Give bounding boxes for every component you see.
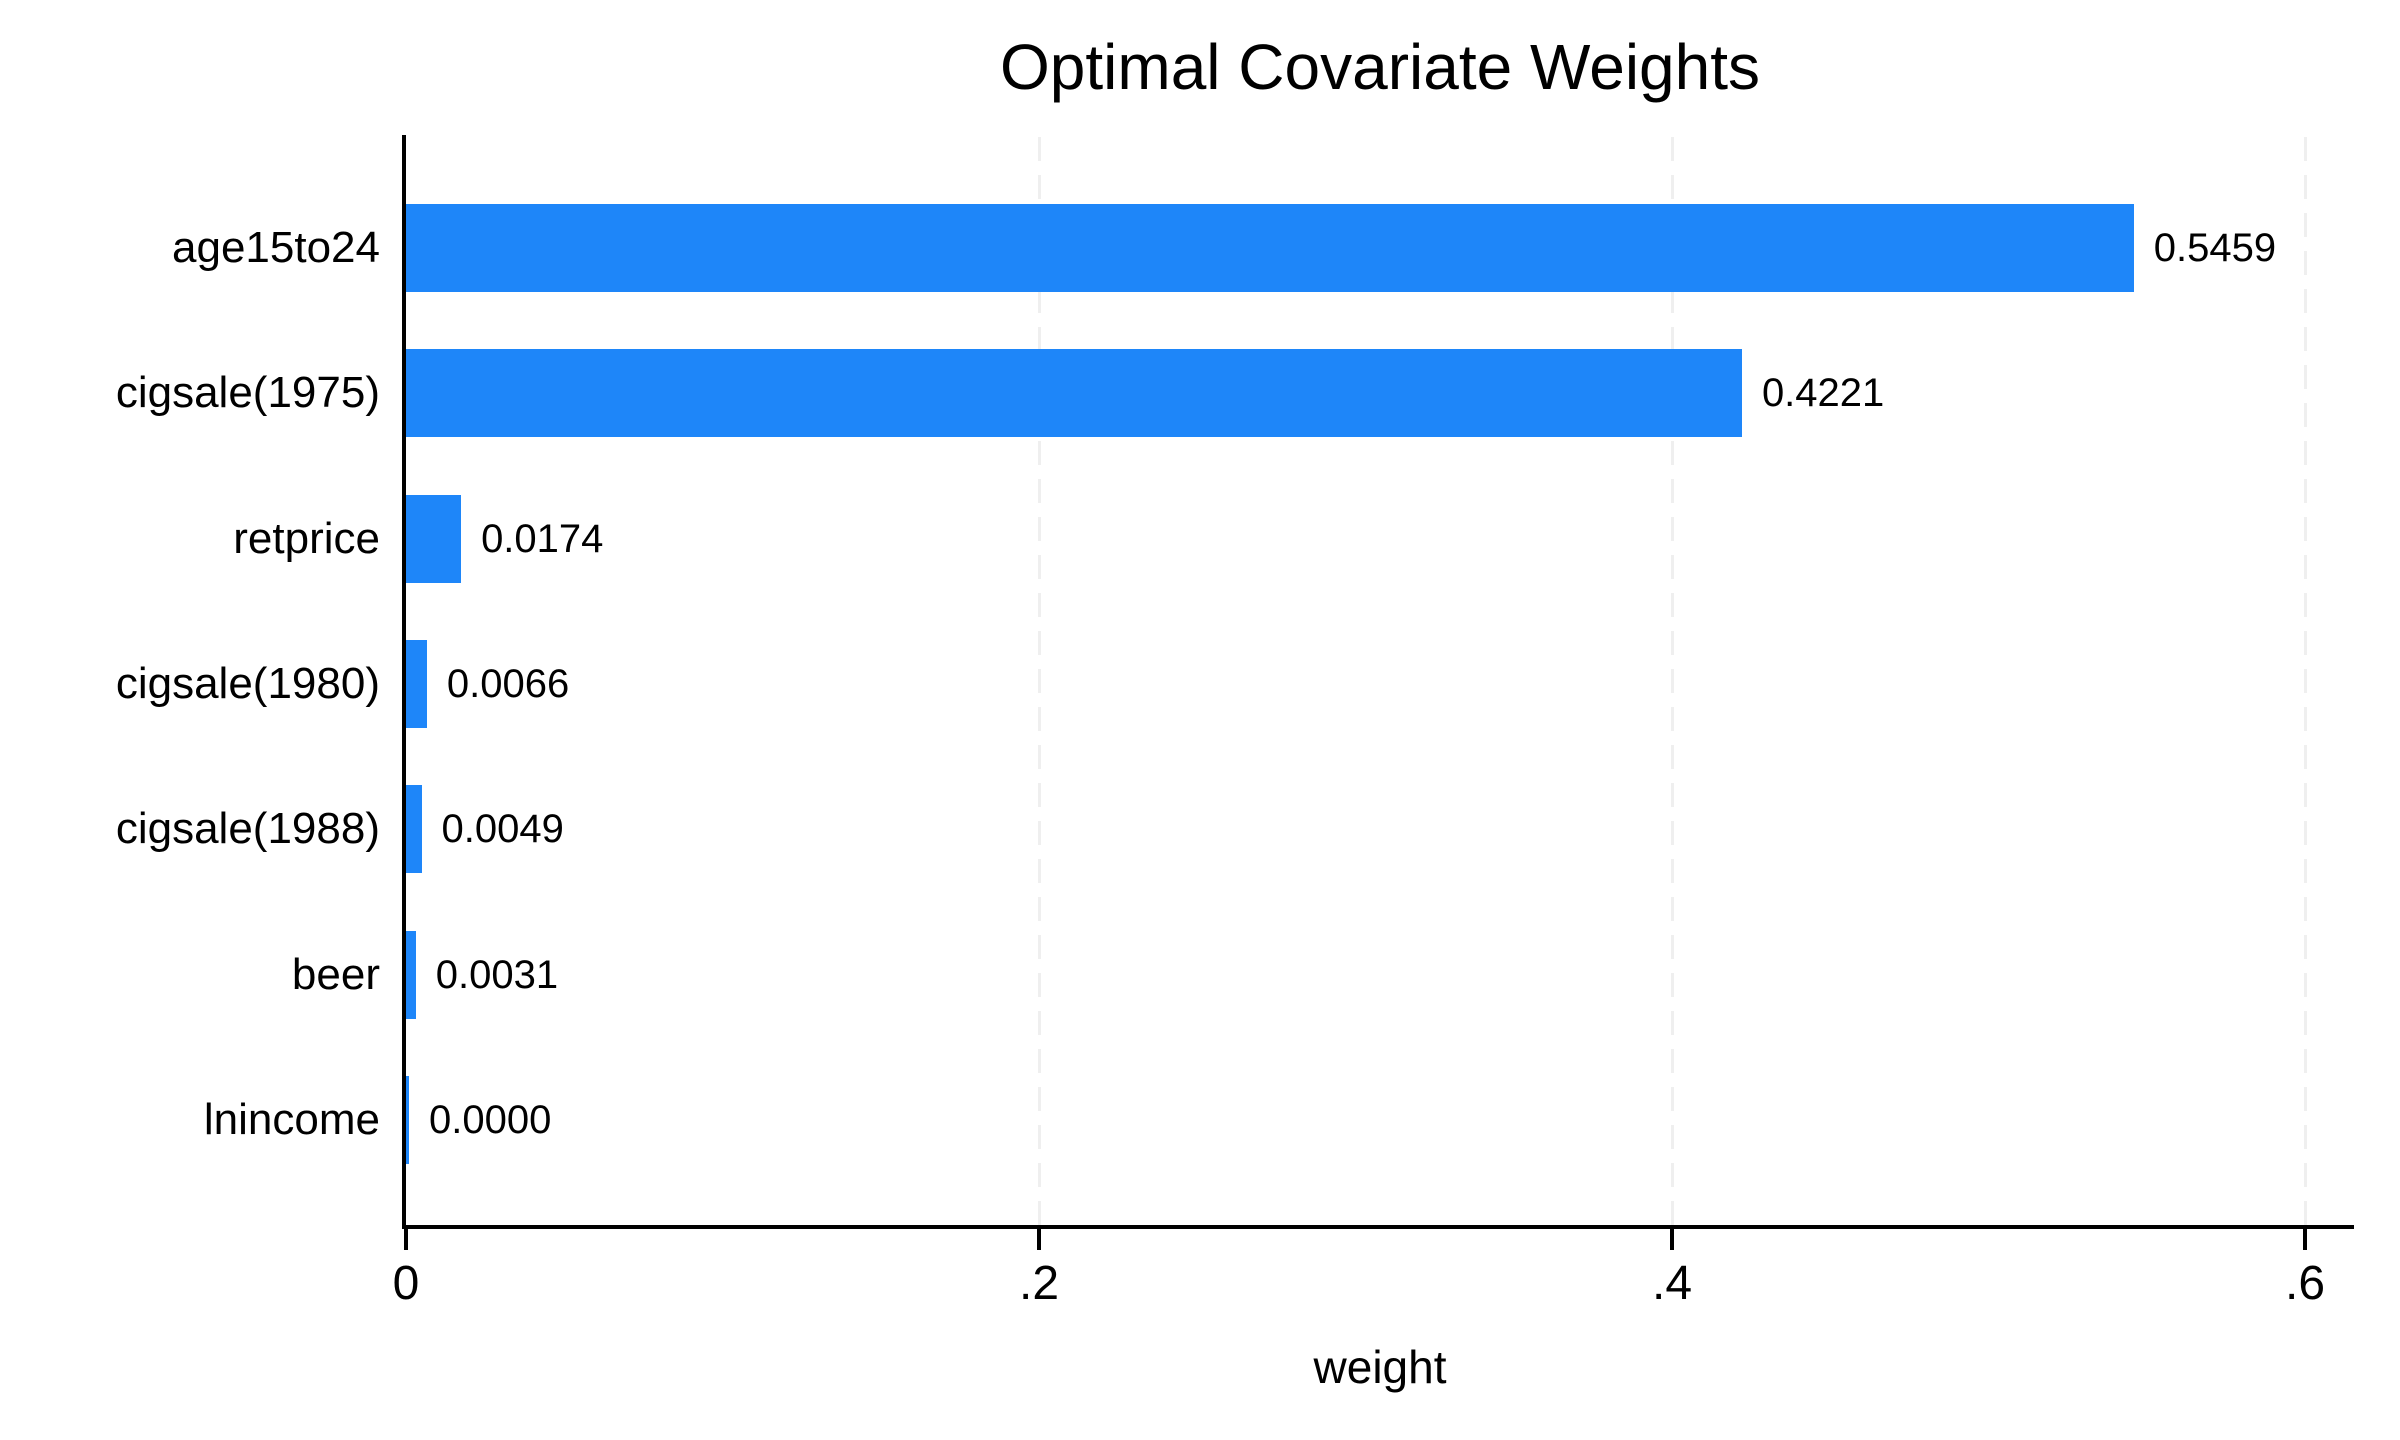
x-tick-mark: [2303, 1229, 2307, 1250]
x-tick-label: .2: [1018, 1257, 1060, 1310]
x-tick-label: .6: [2284, 1257, 2326, 1310]
category-label-cigsale-1975-: cigsale(1975): [115, 368, 380, 417]
bar-cigsale-1988-: [406, 785, 422, 873]
y-axis-line: [402, 135, 406, 1229]
bar-value-label: 0.0049: [441, 807, 564, 851]
bar-value-label: 0.4221: [1761, 371, 1885, 415]
bar-cigsale-1980-: [406, 640, 427, 728]
x-tick-mark: [404, 1229, 408, 1250]
bar-value-label: 0.0031: [435, 953, 559, 997]
bar-cigsale-1975-: [406, 349, 1742, 437]
category-label-cigsale-1980-: cigsale(1980): [115, 659, 380, 708]
bar-beer: [406, 931, 416, 1019]
chart-title: Optimal Covariate Weights: [1000, 31, 1760, 103]
category-label-beer: beer: [291, 950, 380, 999]
x-tick-mark: [1037, 1229, 1041, 1250]
x-axis-title: weight: [1313, 1341, 1447, 1393]
category-label-retprice: retprice: [233, 514, 380, 563]
bar-lnincome: [403, 1076, 409, 1164]
x-tick-label: .4: [1651, 1257, 1693, 1310]
category-label-lnincome: lnincome: [203, 1095, 380, 1144]
category-label-cigsale-1988-: cigsale(1988): [115, 804, 380, 853]
gridline-4: [1670, 137, 1674, 1227]
bar-value-label: 0.0000: [429, 1098, 552, 1142]
bar-value-label: 0.5459: [2153, 226, 2277, 270]
x-axis-line: [402, 1225, 2354, 1229]
x-tick-mark: [1670, 1229, 1674, 1250]
x-tick-label: 0: [392, 1257, 420, 1310]
bar-retprice: [406, 495, 462, 583]
plot-area: 0.5459 0.4221 0.0174 0.0066 0.0049 0.0031 0.00…: [403, 137, 2354, 1227]
gridline-6: [2303, 137, 2307, 1227]
bar-value-label: 0.0066: [446, 662, 570, 706]
bar-age15to24: [406, 204, 2134, 292]
gridline-2: [1037, 137, 1041, 1227]
category-label-age15to24: age15to24: [172, 223, 380, 272]
bar-value-label: 0.0174: [481, 517, 604, 561]
